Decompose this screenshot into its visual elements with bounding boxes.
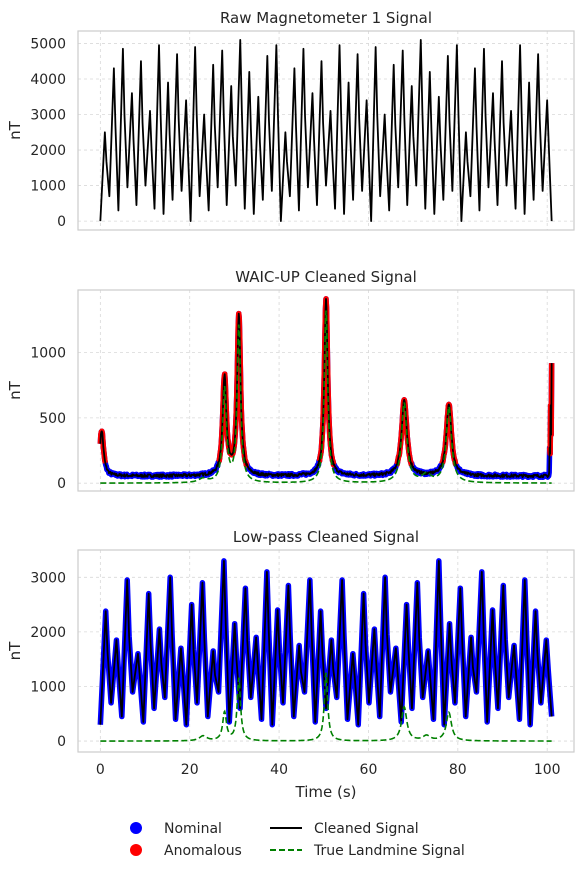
plot-frame — [77, 549, 575, 753]
panel-title: WAIC-UP Cleaned Signal — [235, 268, 417, 286]
y-tick-label: 0 — [57, 476, 66, 492]
landmine-signal-line — [100, 672, 552, 742]
y-axis-label: nT — [6, 641, 24, 661]
y-tick-label: 5000 — [30, 36, 66, 52]
plot-frame — [77, 289, 575, 492]
y-tick-label: 0 — [57, 734, 66, 750]
y-axis-label: nT — [6, 120, 24, 140]
y-tick-label: 4000 — [30, 72, 66, 88]
legend-label: Nominal — [164, 821, 222, 837]
x-tick-label: 100 — [534, 762, 561, 778]
legend-label: Cleaned Signal — [314, 821, 419, 837]
plot-frame — [77, 30, 575, 231]
y-tick-label: 0 — [57, 214, 66, 230]
legend-marker-nominal — [130, 822, 142, 834]
raw-signal-line — [99, 38, 553, 223]
cleaned-signal-line — [99, 297, 553, 479]
lowpass-panel: 0 1000 2000 3000 0 20 40 60 80 100 Low-pass Cleane… — [6, 528, 575, 801]
panel-title: Raw Magnetometer 1 Signal — [220, 9, 432, 27]
cleaned-signal-line — [99, 560, 553, 726]
plot-area — [97, 296, 555, 484]
y-tick-label: 2000 — [30, 143, 66, 159]
x-axis-label: Time (s) — [295, 783, 357, 801]
x-tick-label: 60 — [360, 762, 378, 778]
y-tick-label: 500 — [39, 411, 66, 427]
y-tick-label: 1000 — [30, 679, 66, 695]
x-tick-label: 40 — [270, 762, 288, 778]
y-tick-label: 3000 — [30, 108, 66, 124]
x-tick-label: 80 — [449, 762, 467, 778]
raw-signal-panel: 0 1000 2000 3000 4000 5000 Raw Magnetometer 1 … — [6, 9, 575, 231]
waic-up-panel: 0 500 1000 WAIC-UP Cleaned Signal nT — [6, 268, 575, 492]
legend-label: True Landmine Signal — [313, 843, 465, 859]
plot-area — [97, 558, 555, 742]
panel-title: Low-pass Cleaned Signal — [233, 528, 419, 546]
x-tick-label: 0 — [96, 762, 105, 778]
y-tick-label: 2000 — [30, 625, 66, 641]
y-tick-label: 3000 — [30, 570, 66, 586]
legend-marker-anomalous — [130, 844, 142, 856]
y-tick-label: 1000 — [30, 346, 66, 362]
x-tick-label: 20 — [181, 762, 199, 778]
landmine-signal-line — [100, 310, 552, 484]
y-axis-label: nT — [6, 380, 24, 400]
y-tick-label: 1000 — [30, 179, 66, 195]
legend-label: Anomalous — [164, 843, 242, 859]
legend: Nominal Anomalous Cleaned Signal True Landm… — [130, 821, 465, 859]
plot-area — [99, 38, 553, 223]
